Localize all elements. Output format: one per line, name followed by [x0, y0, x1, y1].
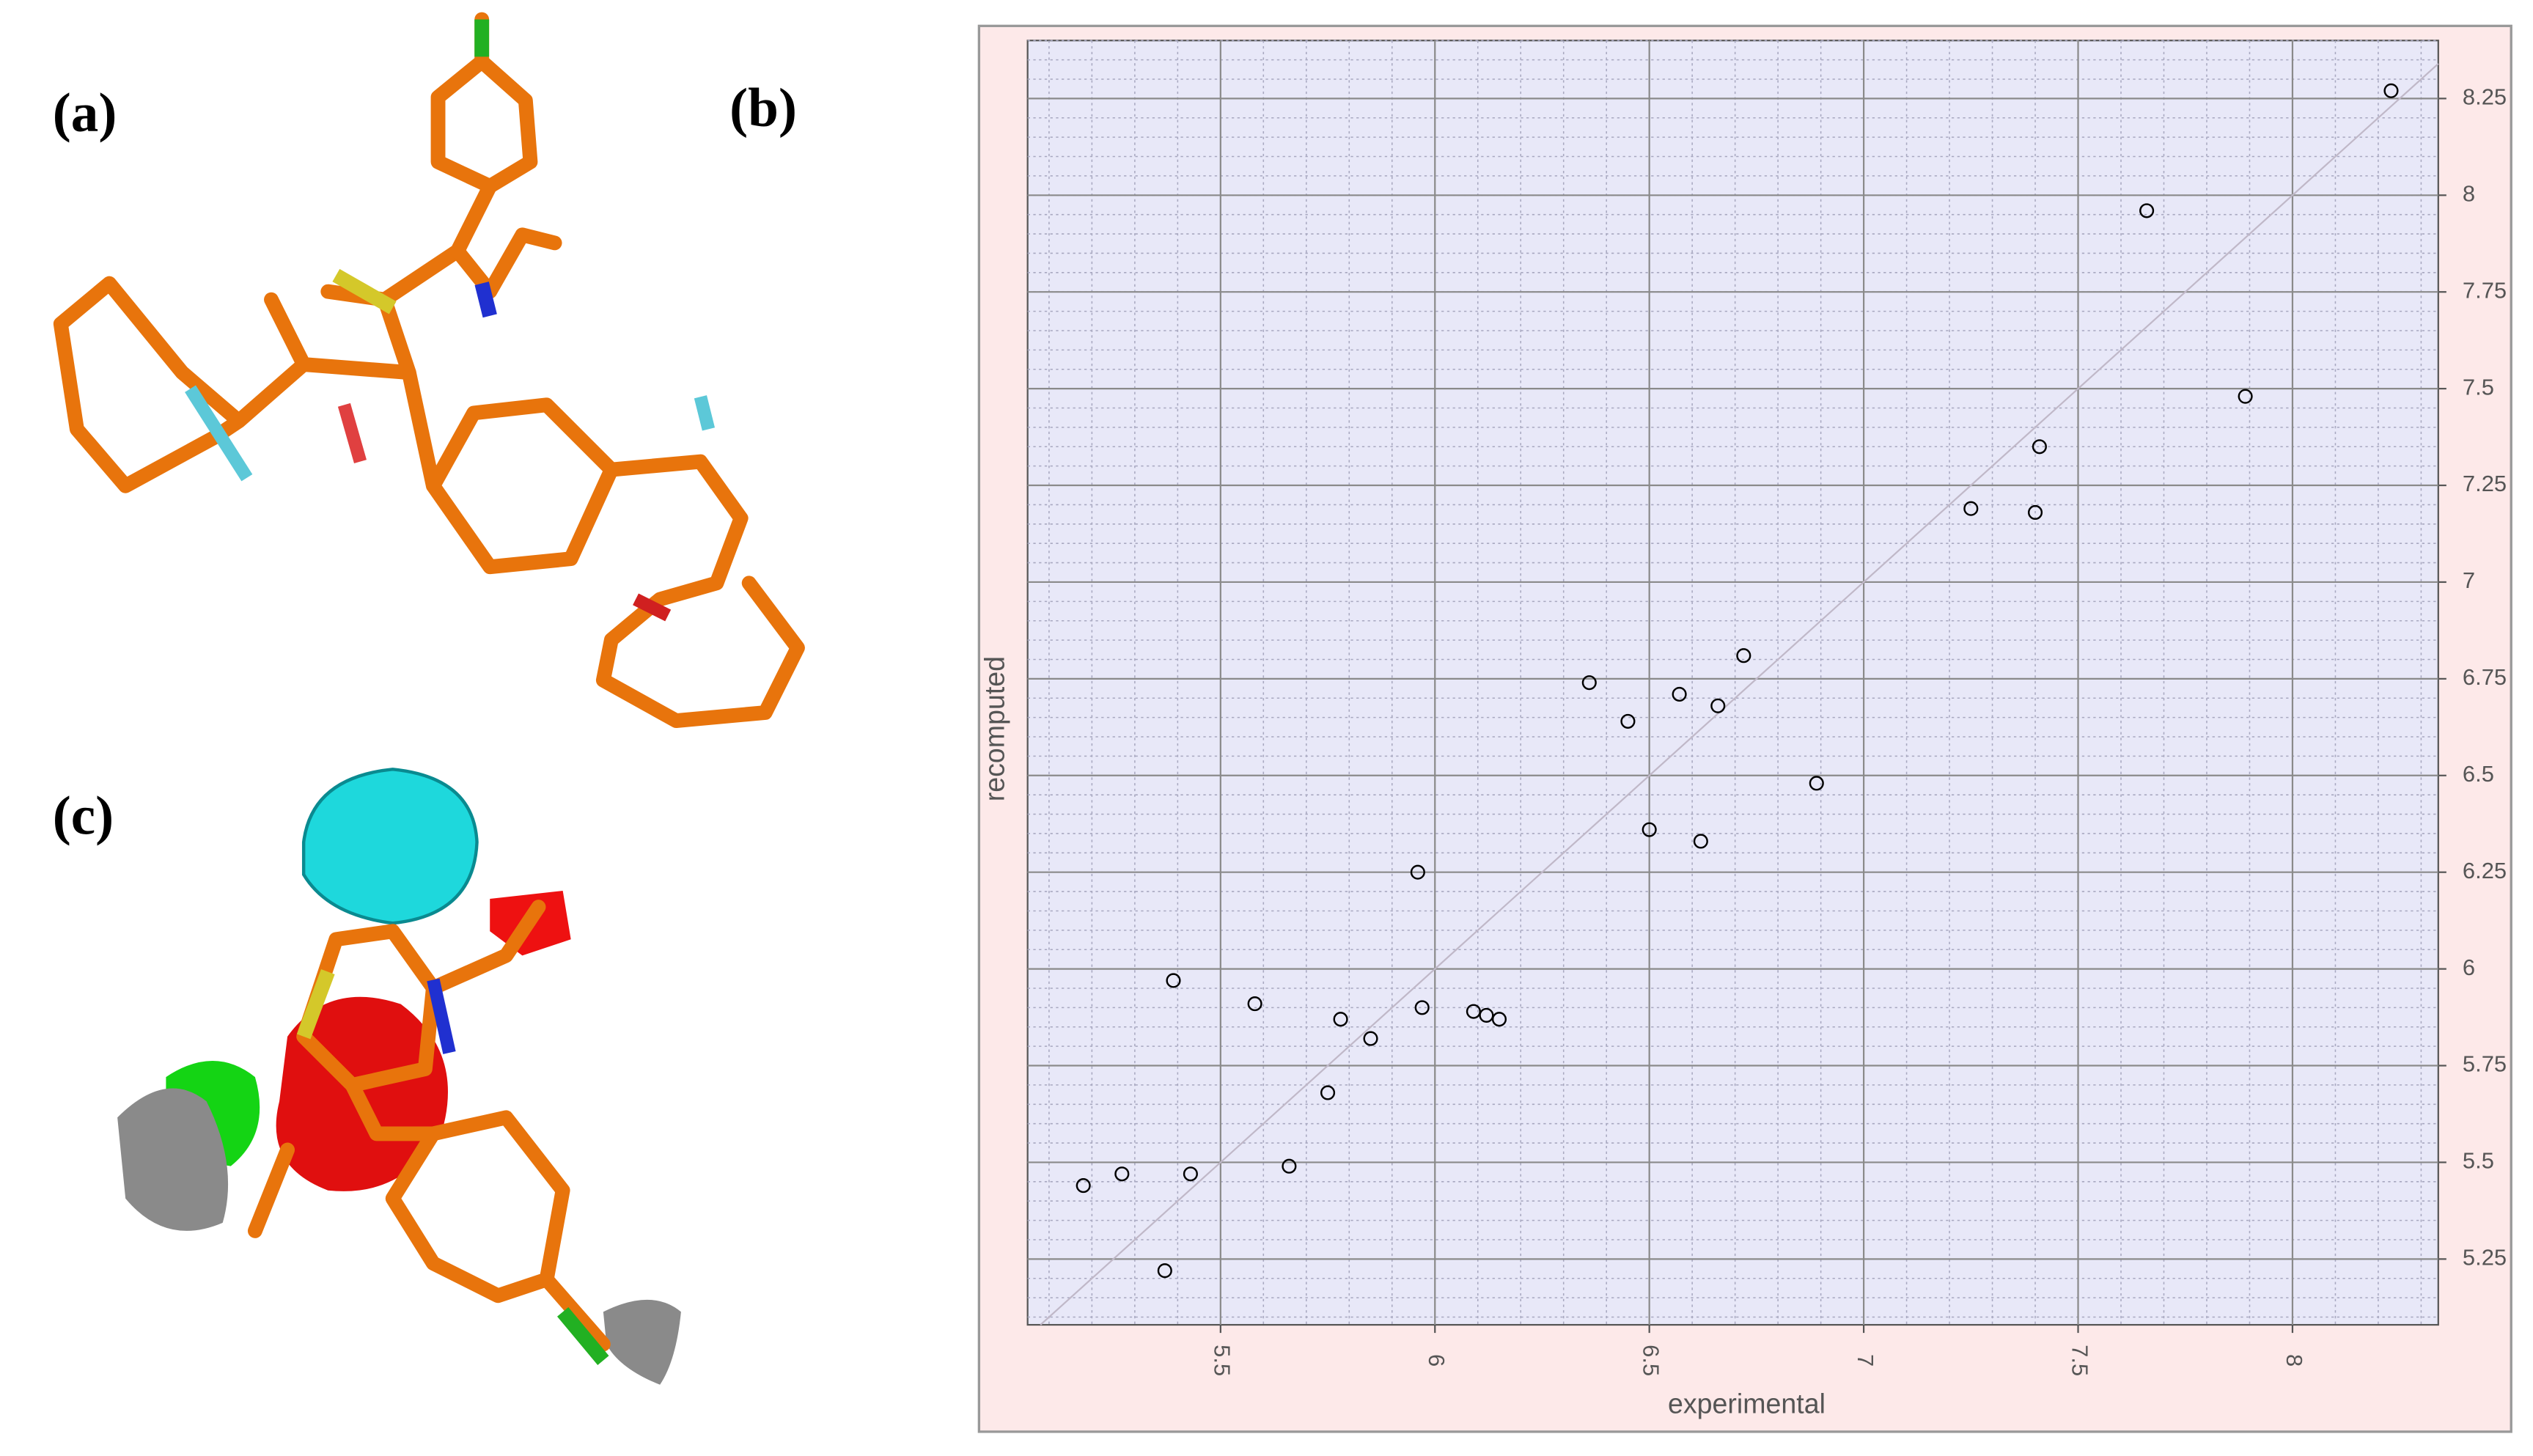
panel-label: (a)	[53, 83, 117, 144]
y-tick-label: 6.5	[2463, 761, 2494, 787]
point	[1076, 1178, 1091, 1194]
point	[1642, 822, 1657, 837]
point	[2139, 203, 2155, 218]
x-tick-label: 8	[2282, 1354, 2307, 1367]
identity-line	[1040, 63, 2439, 1326]
panel-label: (c)	[53, 785, 114, 846]
point	[1672, 686, 1687, 702]
point	[1247, 996, 1262, 1012]
x-tick-label: 7.5	[2067, 1345, 2092, 1376]
point	[2238, 389, 2253, 404]
y-tick-label: 6	[2463, 955, 2475, 980]
y-tick-label: 7.75	[2463, 277, 2507, 303]
point	[2027, 504, 2043, 521]
x-tick-label: 7	[1853, 1354, 1878, 1367]
point	[1320, 1085, 1336, 1100]
y-tick-label: 6.25	[2463, 858, 2507, 883]
point	[1363, 1031, 1378, 1046]
point	[1710, 698, 1726, 713]
point	[1581, 675, 1597, 691]
point	[1183, 1166, 1198, 1182]
panel-label: (b)	[729, 78, 797, 139]
point	[1809, 776, 1824, 791]
y-tick-label: 6.75	[2463, 664, 2507, 690]
y-tick-label: 7.25	[2463, 471, 2507, 496]
point	[1466, 1004, 1481, 1019]
point	[1166, 973, 1181, 988]
point	[1479, 1007, 1494, 1023]
point	[1114, 1166, 1130, 1182]
point	[1410, 864, 1425, 880]
point	[1963, 501, 1979, 516]
y-tick-label: 5.5	[2463, 1148, 2494, 1174]
y-axis-title: recomputed	[979, 656, 1010, 801]
x-axis-title: experimental	[1668, 1388, 1826, 1419]
point	[1414, 1000, 1430, 1015]
x-tick-label: 5.5	[1210, 1345, 1235, 1376]
point	[2383, 83, 2399, 98]
molecule-c	[117, 768, 681, 1385]
point	[2032, 439, 2047, 455]
point	[1736, 648, 1751, 663]
point	[1282, 1158, 1297, 1174]
y-tick-label: 7.5	[2463, 374, 2494, 400]
point	[1693, 834, 1708, 849]
y-tick-label: 5.25	[2463, 1245, 2507, 1271]
point	[1620, 713, 1636, 729]
point	[1491, 1012, 1507, 1027]
y-tick-label: 7	[2463, 567, 2475, 593]
point	[1157, 1263, 1172, 1279]
molecule-a	[53, 12, 805, 728]
x-tick-label: 6.5	[1639, 1345, 1664, 1376]
plot-area	[1026, 40, 2439, 1326]
x-tick-label: 6	[1424, 1354, 1449, 1367]
y-tick-label: 8	[2463, 180, 2475, 206]
y-tick-label: 5.75	[2463, 1051, 2507, 1077]
y-tick-label: 8.25	[2463, 84, 2507, 110]
point	[1333, 1012, 1348, 1027]
